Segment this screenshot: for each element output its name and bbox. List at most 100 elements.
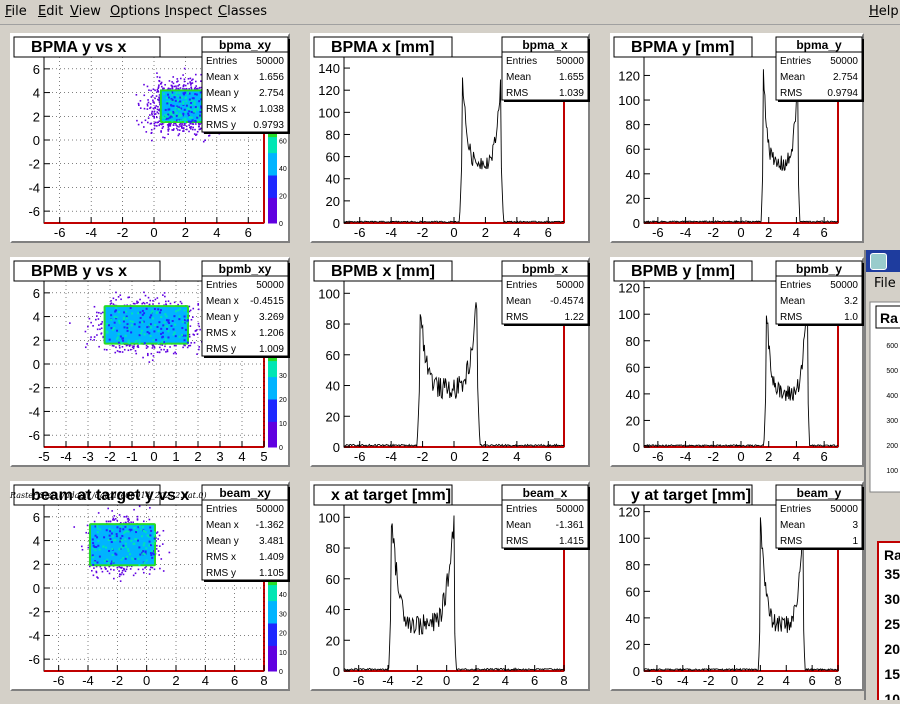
core-cell [119, 540, 122, 543]
core-cell [178, 106, 181, 109]
core-cell [173, 112, 176, 115]
core-cell [163, 341, 166, 344]
core-cell [184, 334, 187, 337]
halo-point [154, 89, 156, 92]
stats-value: 50000 [256, 56, 284, 67]
core-cell [93, 561, 96, 564]
stats-value: -0.4515 [250, 296, 284, 307]
halo-point [186, 346, 189, 349]
stats-key: Entries [206, 280, 237, 291]
core-cell [120, 545, 123, 548]
y-tick-label: 4 [33, 86, 40, 101]
core-cell [191, 99, 194, 102]
halo-point [100, 567, 103, 570]
core-cell [121, 535, 124, 538]
side-small-tick: 100 [886, 468, 898, 475]
side-window-titlebar[interactable] [866, 250, 900, 272]
y-tick-label: -4 [28, 404, 40, 419]
pad-bpma-x[interactable]: -6 -4 -2 0 2 4 6 140 120 100 80 60 40 20 0 BPMA x [mm] b… [310, 33, 590, 243]
core-cell [187, 120, 190, 123]
stats-value: 1.656 [259, 72, 284, 83]
halo-point [185, 87, 188, 90]
root-canvas[interactable]: -6 -4 -2 0 2 4 6 6 4 2 0 -2 -4 -6 60 40 20 0 BPMA y vs x bp… [0, 25, 864, 700]
halo-point [199, 127, 202, 130]
halo-point [150, 139, 153, 142]
menu-edit[interactable]: Edit [38, 4, 64, 19]
menu-file[interactable]: File [5, 4, 27, 19]
core-cell [111, 529, 114, 532]
halo-point [192, 123, 195, 125]
menu-help[interactable]: Help [869, 4, 899, 19]
menu-inspect[interactable]: Inspect [165, 4, 213, 19]
core-cell [182, 112, 185, 115]
x-tick-label: -4 [680, 449, 692, 464]
core-cell [168, 118, 171, 121]
histogram-line [343, 515, 565, 672]
stats-key: RMS y [206, 344, 236, 355]
halo-point [95, 570, 98, 573]
pad-bpma-y[interactable]: -6 -4 -2 0 2 4 6 120 100 80 60 40 20 0 BPMA y [mm] bpma… [610, 33, 864, 243]
halo-point [157, 87, 160, 89]
core-cell [107, 539, 110, 542]
chart-title: beam at target y vs x [31, 487, 189, 504]
halo-point [156, 88, 159, 91]
halo-point [117, 296, 120, 298]
side-window[interactable]: File Ra 600 500 400 300 200 100 Ra 35 30 25 20 15… [864, 250, 900, 704]
halo-point [134, 572, 137, 575]
halo-point [101, 321, 104, 323]
pad-bpma-xy[interactable]: -6 -4 -2 0 2 4 6 6 4 2 0 -2 -4 -6 60 40 20 0 BPMA y vs x bp… [10, 33, 290, 243]
core-cell [105, 546, 108, 549]
core-cell [192, 111, 195, 114]
halo-point [85, 531, 88, 534]
halo-point [151, 347, 154, 349]
palette-cell [268, 376, 277, 381]
x-tick-label: -4 [385, 449, 397, 464]
core-cell [146, 326, 149, 329]
halo-point [137, 123, 140, 126]
pad-bpmb-xy[interactable]: -5 -4 -3 -2 -1 0 1 2 3 4 5 6 4 2 0 -2 -4 -6 30 20 10 0 BPMB y … [10, 257, 290, 467]
menu-classes[interactable]: Classes [218, 4, 267, 19]
halo-point [96, 315, 98, 317]
pad-beam-x[interactable]: -6 -4 -2 0 2 4 6 8 100 80 60 40 20 0 x at target [mm] b… [310, 481, 590, 691]
core-cell [107, 324, 110, 327]
x-tick-label: -6 [354, 225, 366, 240]
x-tick-label: 2 [472, 673, 479, 688]
menu-options[interactable]: Options [110, 4, 161, 19]
halo-point [169, 123, 172, 126]
stats-key: Entries [506, 56, 537, 67]
halo-point [113, 519, 115, 521]
core-cell [138, 334, 141, 337]
halo-point [115, 346, 117, 349]
palette-cell [268, 655, 277, 659]
palette-cell [268, 629, 277, 634]
halo-point [153, 127, 156, 130]
core-cell [186, 107, 189, 110]
menu-view[interactable]: View [70, 4, 101, 19]
side-menu-file[interactable]: File [874, 276, 896, 291]
core-cell [165, 117, 168, 120]
halo-point [120, 567, 123, 569]
y-tick-label: 6 [33, 62, 40, 77]
pad-bpmb-x[interactable]: -6 -4 -2 0 2 4 6 100 80 60 40 20 0 BPMB x [mm] bpmb_x E… [310, 257, 590, 467]
pad-beam-y[interactable]: -6 -4 -2 0 2 4 6 8 120 100 80 60 40 20 0 y at target [m… [610, 481, 864, 691]
halo-point [87, 325, 89, 328]
core-cell [96, 536, 99, 539]
pad-beam-xy[interactable]: -6 -4 -2 0 2 4 6 8 6 4 2 0 -2 -4 -6 40 30 20 10 0 beam at ta… [10, 481, 290, 691]
y-tick-label: 4 [33, 534, 40, 549]
y-tick-label: 140 [318, 61, 340, 76]
core-cell [142, 544, 145, 547]
halo-point [127, 517, 130, 520]
core-cell [119, 530, 122, 533]
core-cell [185, 104, 188, 107]
y-tick-label: 60 [626, 584, 640, 599]
core-cell [145, 547, 148, 550]
y-tick-label: 0 [333, 664, 340, 679]
title-box [13, 260, 161, 282]
x-tick-label: 0 [143, 673, 150, 688]
halo-point [197, 125, 200, 128]
halo-point [115, 299, 117, 301]
pad-bpmb-y[interactable]: -6 -4 -2 0 2 4 6 120 100 80 60 40 20 0 BPMB y [mm] bpmb… [610, 257, 864, 467]
x-tick-label: 6 [245, 225, 252, 240]
core-cell [108, 534, 111, 537]
